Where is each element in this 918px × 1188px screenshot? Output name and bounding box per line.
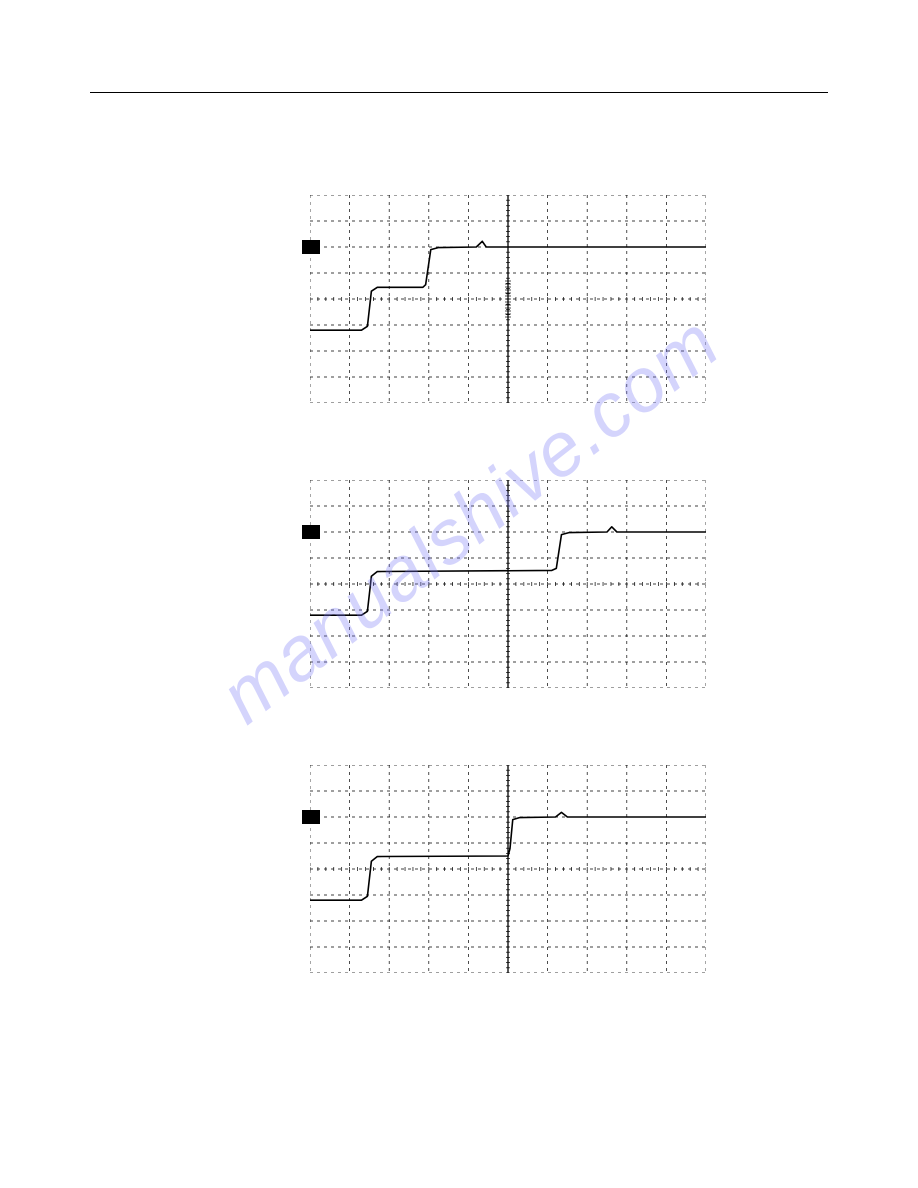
scope-plot-3 [310, 765, 706, 973]
scope-svg-3 [310, 765, 706, 973]
channel-marker-1 [302, 240, 320, 254]
scope-svg-2 [310, 480, 706, 688]
scope-plot-2 [310, 480, 706, 688]
scope-plot-1 [310, 195, 706, 403]
channel-marker-3 [302, 810, 320, 824]
header-rule [90, 92, 828, 93]
scope-svg-1 [310, 195, 706, 403]
channel-marker-2 [302, 525, 320, 539]
